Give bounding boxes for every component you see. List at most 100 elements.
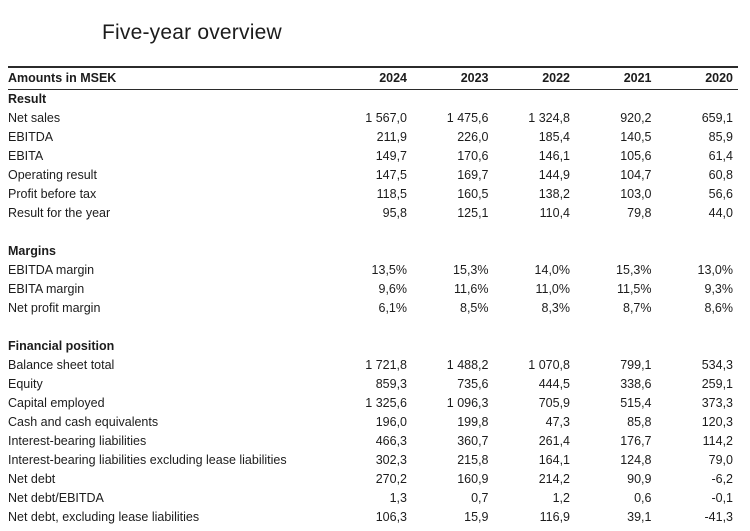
- row-value: 211,9: [376, 130, 407, 145]
- row-value: 1 721,8: [365, 358, 407, 373]
- table-row-ebita: EBITA 149,7 170,6 146,1 105,6 61,4: [8, 147, 738, 166]
- row-value: 13,5%: [371, 263, 407, 278]
- row-value: 79,8: [627, 206, 652, 221]
- table-row-profit-before-tax: Profit before tax 118,5 160,5 138,2 103,0 56,…: [8, 185, 738, 204]
- row-value: 39,1: [627, 510, 652, 525]
- row-value: 60,8: [708, 168, 733, 183]
- row-value: 444,5: [538, 377, 570, 392]
- row-value: 9,3%: [704, 282, 734, 297]
- table-row-net-debt-ebitda: Net debt/EBITDA 1,3 0,7 1,2 0,6 -0,1: [8, 489, 738, 508]
- row-value: 1 325,6: [365, 396, 407, 411]
- row-value: 169,7: [457, 168, 489, 183]
- row-label: EBITA margin: [8, 282, 85, 297]
- row-label: EBITA: [8, 149, 44, 164]
- row-value: 1 475,6: [446, 111, 489, 126]
- row-value: 338,6: [620, 377, 652, 392]
- row-value: 105,6: [620, 149, 652, 164]
- row-label: Cash and cash equivalents: [8, 415, 159, 430]
- five-year-overview-table: Amounts in MSEK 2024 2023 2022 2021 2020 Res…: [8, 66, 738, 527]
- row-value: 9,6%: [378, 282, 408, 297]
- table-row-capital-employed: Capital employed 1 325,6 1 096,3 705,9 515,4…: [8, 394, 738, 413]
- row-value: 8,5%: [460, 301, 489, 316]
- row-value: 144,9: [538, 168, 570, 183]
- row-value: 1 567,0: [365, 111, 407, 126]
- section-row-financial-position: Financial position: [8, 337, 738, 356]
- row-value: 360,7: [457, 434, 489, 449]
- row-value: 56,6: [708, 187, 733, 202]
- row-value: 170,6: [457, 149, 489, 164]
- row-value: 146,1: [538, 149, 570, 164]
- page-title: Five-year overview: [102, 21, 282, 44]
- row-value: 373,3: [701, 396, 733, 411]
- row-value: 11,6%: [453, 282, 489, 297]
- row-value: 149,7: [375, 149, 407, 164]
- row-value: 659,1: [701, 111, 733, 126]
- table-row-ebita-margin: EBITA margin 9,6% 11,6% 11,0% 11,5% 9,3%: [8, 280, 738, 299]
- row-label: Balance sheet total: [8, 358, 115, 373]
- row-value: 85,8: [627, 415, 652, 430]
- row-value: 0,7: [471, 491, 489, 506]
- row-label: Equity: [8, 377, 43, 392]
- table-row-net-sales: Net sales 1 567,0 1 475,6 1 324,8 920,2 659,1: [8, 109, 738, 128]
- row-value: 0,6: [634, 491, 652, 506]
- row-label: Net debt, excluding lease liabilities: [8, 510, 200, 525]
- year-header-2024: 2024: [379, 71, 407, 86]
- row-value: 705,9: [538, 396, 570, 411]
- row-value: 1,2: [552, 491, 570, 506]
- row-label: Operating result: [8, 168, 97, 183]
- row-value: 116,9: [539, 510, 570, 525]
- row-value: 1 488,2: [446, 358, 489, 373]
- row-value: 47,3: [545, 415, 570, 430]
- row-value: 8,3%: [541, 301, 571, 316]
- table-row-net-debt-excluding-lease-liabilities: Net debt, excluding lease liabilities 106…: [8, 508, 738, 527]
- row-value: 90,9: [627, 472, 652, 487]
- row-label: Net debt/EBITDA: [8, 491, 104, 506]
- row-value: 118,5: [376, 187, 407, 202]
- row-value: 799,1: [620, 358, 652, 373]
- row-value: 8,6%: [704, 301, 734, 316]
- row-value: 95,8: [382, 206, 407, 221]
- row-value: 11,0%: [535, 282, 570, 297]
- table-row-interest-bearing-liabilities-excluding-lease-liabilities: Interest-bearing liabilities excluding l…: [8, 451, 738, 470]
- table-body: Result Net sales 1 567,0 1 475,6 1 324,8 920,…: [8, 90, 738, 527]
- row-label: EBITDA: [8, 130, 54, 145]
- row-value: 199,8: [457, 415, 489, 430]
- row-value: 79,0: [708, 453, 733, 468]
- table-row-balance-sheet-total: Balance sheet total 1 721,8 1 488,2 1 070,8…: [8, 356, 738, 375]
- row-value: 215,8: [457, 453, 489, 468]
- row-value: 259,1: [701, 377, 733, 392]
- row-value: 859,3: [375, 377, 407, 392]
- table-row-net-debt: Net debt 270,2 160,9 214,2 90,9 -6,2: [8, 470, 738, 489]
- row-value: 11,5%: [616, 282, 652, 297]
- row-value: 61,4: [708, 149, 733, 164]
- row-value: 466,3: [375, 434, 407, 449]
- row-value: 85,9: [708, 130, 733, 145]
- row-value: 104,7: [620, 168, 652, 183]
- row-value: 164,1: [538, 453, 570, 468]
- year-header-2020: 2020: [705, 71, 733, 86]
- row-value: 270,2: [375, 472, 407, 487]
- row-value: 124,8: [620, 453, 652, 468]
- row-value: 1 324,8: [528, 111, 570, 126]
- spacer-row: [8, 318, 738, 337]
- row-label: Capital employed: [8, 396, 105, 411]
- year-header-2022: 2022: [542, 71, 570, 86]
- amounts-unit-label: Amounts in MSEK: [8, 71, 117, 86]
- row-value: 735,6: [457, 377, 489, 392]
- row-value: 214,2: [538, 472, 570, 487]
- section-title: Margins: [8, 244, 56, 259]
- row-label: Interest-bearing liabilities excluding l…: [8, 453, 287, 468]
- row-label: EBITDA margin: [8, 263, 95, 278]
- year-header-2023: 2023: [460, 71, 489, 86]
- row-value: 15,3%: [616, 263, 652, 278]
- table-row-result-for-the-year: Result for the year 95,8 125,1 110,4 79,8 44,…: [8, 204, 738, 223]
- table-row-interest-bearing-liabilities: Interest-bearing liabilities 466,3 360,7 26…: [8, 432, 738, 451]
- row-value: 44,0: [708, 206, 733, 221]
- row-value: -0,1: [711, 491, 733, 506]
- row-value: 534,3: [701, 358, 733, 373]
- row-value: 302,3: [375, 453, 407, 468]
- table-row-net-profit-margin: Net profit margin 6,1% 8,5% 8,3% 8,7% 8,6%: [8, 299, 738, 318]
- row-label: Result for the year: [8, 206, 111, 221]
- row-value: 515,4: [620, 396, 652, 411]
